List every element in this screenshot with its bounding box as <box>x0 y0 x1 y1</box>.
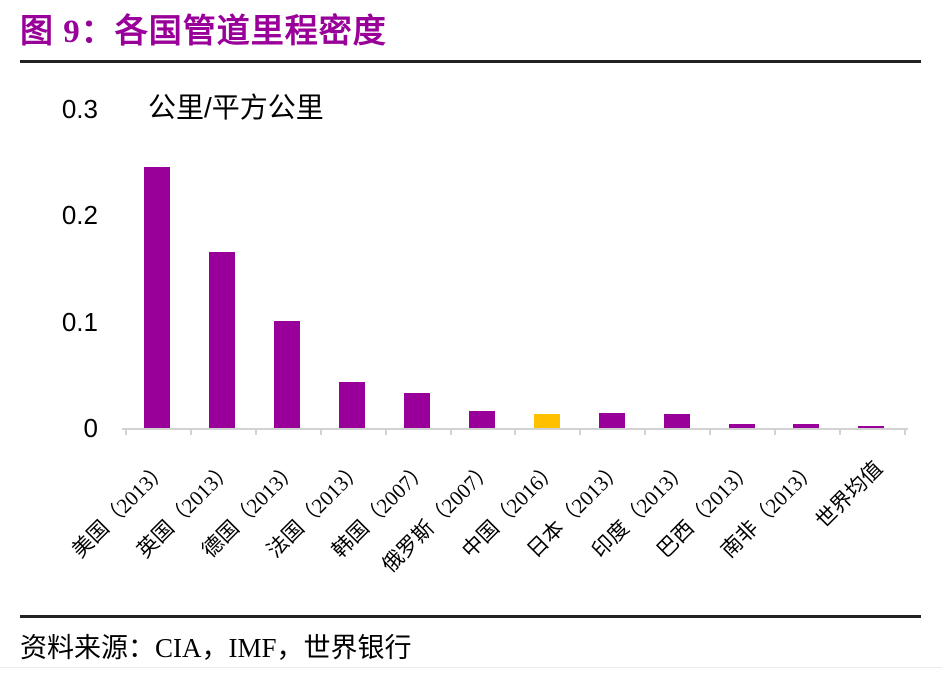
x-axis-tick <box>189 430 192 435</box>
bar-7 <box>533 414 560 428</box>
bar-1 <box>144 167 171 428</box>
figure-title: 图 9：各国管道里程密度 <box>20 14 387 50</box>
x-axis-tick <box>903 430 906 435</box>
bar-10 <box>728 424 755 428</box>
x-axis-line <box>122 428 908 430</box>
bar-11 <box>793 424 820 428</box>
x-axis-tick <box>125 430 127 435</box>
x-axis-tick <box>254 430 257 435</box>
x-axis-tick <box>579 430 582 435</box>
bar-2 <box>209 252 236 428</box>
page-bottom-border <box>0 667 942 668</box>
x-axis-label: 世界均值 <box>811 456 888 533</box>
x-axis-tick <box>838 430 841 435</box>
bar-5 <box>404 393 431 428</box>
title-divider <box>20 60 921 63</box>
y-tick-label: 0.3 <box>61 93 98 124</box>
x-axis-tick <box>384 430 387 435</box>
x-axis-tick <box>319 430 322 435</box>
y-axis-unit-label: 公里/平方公里 <box>148 92 324 123</box>
bar-9 <box>663 414 690 428</box>
bar-4 <box>339 382 366 428</box>
source-note: 资料来源：CIA，IMF，世界银行 <box>20 633 412 663</box>
y-tick-label: 0.2 <box>61 200 98 230</box>
y-tick-label: 0.1 <box>61 306 98 337</box>
x-axis-tick <box>709 430 712 435</box>
bar-8 <box>598 413 625 428</box>
source-divider <box>20 615 921 618</box>
bar-3 <box>274 321 301 428</box>
x-axis-tick <box>774 430 776 435</box>
x-axis-tick <box>449 430 452 435</box>
y-tick-label: 0 <box>83 413 98 443</box>
bar-6 <box>468 411 495 428</box>
x-axis-tick <box>644 430 647 435</box>
x-axis-tick <box>514 430 517 435</box>
bar-12 <box>858 426 885 428</box>
